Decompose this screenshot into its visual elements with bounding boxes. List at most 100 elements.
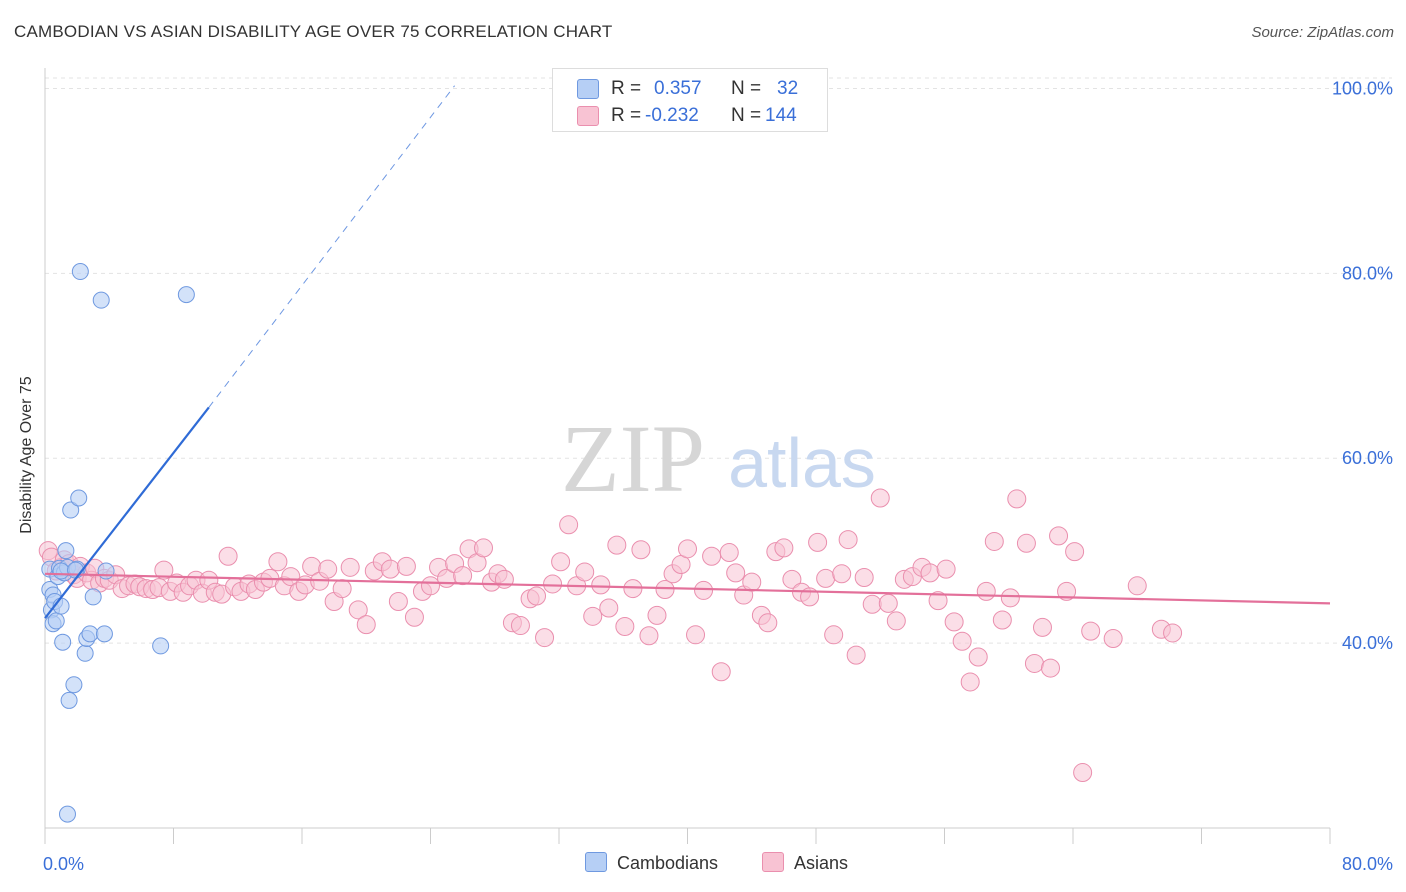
asian-point [318,559,338,579]
bottom-legend-cambodians: Cambodians [585,852,718,874]
asian-point [854,567,874,587]
asian-point [591,575,611,595]
cambodian-point [81,625,99,643]
x-tick-label: 0.0% [43,854,84,874]
asian-point [816,568,836,588]
asian-point [1032,617,1052,637]
asian-point [332,579,352,599]
asian-point [1057,581,1077,601]
r-value-cambodians: 0.357 [654,78,702,99]
asian-point [281,567,301,587]
asian-point [726,563,746,583]
watermark-zip: ZIP [561,405,705,512]
asian-point [268,552,288,572]
asian-point [1000,588,1020,608]
asian-point [832,564,852,584]
asian-point [782,569,802,589]
asian-point [639,626,659,646]
asian-point [348,600,368,620]
asian-point [453,566,473,586]
cambodian-point [54,633,72,651]
cambodian-point [71,263,89,281]
watermark-atlas: atlas [728,424,876,502]
asian-point [583,606,603,626]
asian-point [862,594,882,614]
asian-point [559,515,579,535]
asian-trend-line [44,572,1331,605]
asian-point [655,580,675,600]
asian-point [404,607,424,627]
x-tick-label: 80.0% [1342,854,1393,874]
asian-point [694,580,714,600]
asian-point [952,631,972,651]
r-label: R = [611,78,642,99]
asian-point [968,647,988,667]
n-value-asians: 144 [765,105,797,126]
asian-point [1081,621,1101,641]
asian-point [920,563,940,583]
asian-point [421,576,440,596]
watermark: ZIP atlas [561,405,876,512]
cambodian-point [52,562,70,580]
trend-lines [44,85,1331,619]
cambodian-point [95,625,113,643]
asian-point [824,625,844,645]
legend-row-cambodians: R = 0.357 N = 32 [553,75,827,102]
asian-point [870,488,890,508]
asian-point [543,574,563,594]
asian-point [711,662,731,682]
n-label: N = [731,105,762,126]
y-tick-label: 60.0% [1342,448,1393,468]
asian-point [218,546,238,566]
y-tick-label: 80.0% [1342,263,1393,283]
source-credit: Source: ZipAtlas.com [1251,24,1394,41]
asian-point [615,616,635,636]
asian-point [1127,576,1147,596]
correlation-legend: R = 0.357 N = 32 R = -0.232 N = 144 [552,68,828,132]
asian-point [510,616,530,636]
asian-point [992,610,1012,630]
cambodian-point [177,286,195,304]
asian-point [1073,763,1093,783]
cambodian-point [60,691,78,709]
asian-point [527,586,547,606]
asian-point [551,552,571,572]
cambodian-trend-line [44,406,210,619]
asian-point [154,560,174,580]
asian-point [678,539,697,559]
legend-label-cambodians: Cambodians [617,853,719,873]
r-label: R = [611,105,642,126]
asian-point [758,613,778,633]
asian-point [1016,533,1036,553]
asian-point [719,543,739,563]
asian-point [1024,653,1044,673]
cambodian-points [41,263,195,823]
cambodian-point [62,501,80,519]
asian-point [960,672,980,692]
cambodian-point [58,805,76,823]
r-value-asians: -0.232 [645,105,699,126]
asian-point [388,592,408,612]
asian-point [984,531,1004,551]
asian-point [886,611,906,631]
asian-swatch-icon [762,852,784,872]
asian-point [1065,542,1085,562]
asian-point [494,569,514,589]
cambodian-trend-extension [208,85,455,408]
asian-point [623,579,643,599]
asian-point [976,581,996,601]
axes [44,68,1331,844]
cambodian-point [65,676,83,694]
asian-point [380,559,400,579]
chart-title: CAMBODIAN VS ASIAN DISABILITY AGE OVER 7… [14,22,613,41]
y-tick-label: 40.0% [1342,633,1393,653]
tick-labels: 100.0% 80.0% 60.0% 40.0% 0.0% 80.0% [43,78,1393,874]
asian-point [686,625,706,645]
asian-point [356,615,376,635]
cambodian-point [57,542,75,560]
cambodian-point [84,588,102,606]
cambodian-swatch-icon [577,79,599,99]
asian-point [1007,489,1027,509]
asian-swatch-icon [577,106,599,126]
n-value-cambodians: 32 [777,78,799,99]
